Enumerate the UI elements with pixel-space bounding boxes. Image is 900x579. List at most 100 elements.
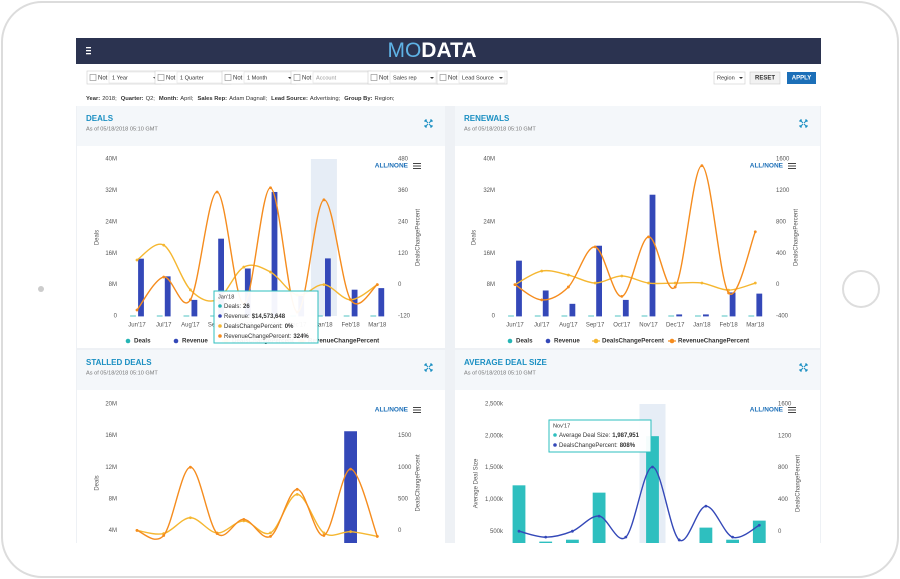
x-tick-label: Jul'17 xyxy=(156,323,172,329)
legend-label[interactable]: Deals xyxy=(134,338,151,345)
chart-area xyxy=(455,146,820,348)
tooltip-row-label: RevenueChangePercent: xyxy=(224,334,292,340)
summary-value: Advertising; xyxy=(310,96,341,102)
line xyxy=(136,466,378,540)
legend-label[interactable]: RevenueChangePercent xyxy=(308,338,379,345)
tooltip-row: DealsChangePercent: 0% xyxy=(224,324,294,330)
y-axis-title: Average Deal Size xyxy=(474,458,480,508)
all-none-toggle[interactable]: ALL/NONE xyxy=(750,407,784,414)
apply-button[interactable] xyxy=(787,72,816,84)
line-point xyxy=(753,230,757,234)
not-checkbox[interactable] xyxy=(157,74,165,81)
line-point xyxy=(135,308,139,312)
not-label: Not xyxy=(166,76,176,82)
legend-label[interactable]: RevenueChangePercent xyxy=(678,338,749,345)
legend-label[interactable]: Revenue xyxy=(554,338,580,345)
not-label: Not xyxy=(233,76,243,82)
expand-icon[interactable] xyxy=(424,363,433,372)
filter-select-value: Lead Source xyxy=(462,75,494,81)
y-tick-label: 32M xyxy=(105,188,117,194)
chart-menu-icon[interactable] xyxy=(788,407,796,413)
not-checkbox[interactable] xyxy=(89,74,97,81)
summary-value: Region; xyxy=(375,96,395,102)
line-point xyxy=(162,534,166,537)
y-tick-label: 24M xyxy=(105,219,117,225)
y-tick-label: 4M xyxy=(109,528,117,534)
summary-label: Group By: xyxy=(344,96,372,102)
x-tick-label: Jan'18 xyxy=(693,323,711,329)
legend-label[interactable]: Revenue xyxy=(182,338,208,345)
filter-select-value: 1 Month xyxy=(247,75,267,81)
line-point xyxy=(269,270,272,274)
region-value: Region xyxy=(717,75,735,81)
legend-label[interactable]: DealsChangePercent xyxy=(602,338,664,345)
x-tick-label: Feb'18 xyxy=(720,323,739,329)
line-point xyxy=(620,274,624,278)
panel-title: STALLED DEALS xyxy=(86,358,152,367)
filter-select-value: 1 Year xyxy=(112,75,128,81)
filter-select[interactable] xyxy=(458,71,506,84)
y2-tick-label: 360 xyxy=(398,188,409,194)
tooltip-dot xyxy=(553,443,557,447)
y2-tick-label: 1200 xyxy=(776,188,790,194)
panel-header-bg xyxy=(77,106,445,146)
y-tick-label: 12M xyxy=(105,465,117,471)
bar xyxy=(703,314,709,317)
summary-label: Year: xyxy=(86,96,100,102)
line-point xyxy=(242,517,246,521)
bar xyxy=(622,299,629,317)
line-point xyxy=(651,465,654,469)
not-checkbox[interactable] xyxy=(439,74,447,81)
summary-label: Month: xyxy=(159,96,178,102)
summary-label: Sales Rep: xyxy=(197,96,227,102)
panel-header-bg xyxy=(455,350,820,390)
caret xyxy=(430,77,434,79)
reset-label: RESET xyxy=(755,76,775,82)
bar xyxy=(699,527,713,543)
y2-tick-label: 240 xyxy=(398,219,409,225)
tooltip-row-label: Deals: xyxy=(224,304,241,310)
brand-data: DATA xyxy=(421,39,476,62)
panel: DEALS As of 05/18/2018 05:10 GMT ALL/NONE 0… xyxy=(77,106,445,348)
menu-icon[interactable] xyxy=(86,47,91,55)
y2-axis-title: DealsChangePercent xyxy=(794,209,800,266)
all-none-toggle[interactable]: ALL/NONE xyxy=(750,163,784,170)
line xyxy=(136,493,378,538)
region-select[interactable] xyxy=(713,71,746,85)
panels: DEALS As of 05/18/2018 05:10 GMT ALL/NONE 0… xyxy=(77,106,820,543)
chart-menu-icon[interactable] xyxy=(413,407,421,413)
y2-tick-label: 1000 xyxy=(398,465,412,471)
line-point xyxy=(269,531,272,535)
bar xyxy=(646,436,659,543)
y-tick-label: 20M xyxy=(105,402,117,408)
bar xyxy=(138,258,144,317)
expand-icon[interactable] xyxy=(799,363,808,372)
home-button[interactable] xyxy=(842,270,880,308)
not-checkbox[interactable] xyxy=(293,74,301,81)
y2-tick-label: 0 xyxy=(398,528,402,534)
summary-label: Quarter: xyxy=(121,96,144,102)
legend-label[interactable]: Deals xyxy=(516,338,533,345)
not-checkbox[interactable] xyxy=(224,74,232,81)
all-none-toggle[interactable]: ALL/NONE xyxy=(375,163,409,170)
filter-select[interactable] xyxy=(389,71,437,84)
line-point xyxy=(269,186,272,190)
expand-icon[interactable] xyxy=(424,119,433,128)
line-point xyxy=(215,190,219,194)
panel-asof: As of 05/18/2018 05:10 GMT xyxy=(464,126,536,132)
tooltip-row-value: $14,573,648 xyxy=(252,314,286,320)
line-point xyxy=(135,258,139,262)
line-point xyxy=(673,285,677,289)
expand-icon[interactable] xyxy=(799,119,808,128)
not-checkbox[interactable] xyxy=(370,74,378,81)
filters: Not 1 Year Not 1 Quarter Not 1 Month Not Accoun… xyxy=(86,70,816,85)
line-point xyxy=(704,504,708,508)
reset-button[interactable] xyxy=(749,71,781,85)
line-point xyxy=(727,291,730,295)
y2-tick-label: 500 xyxy=(398,496,409,502)
chart-menu-icon[interactable] xyxy=(788,163,796,169)
tooltip-title: Nov'17 xyxy=(553,423,570,429)
line-point xyxy=(567,285,570,289)
all-none-toggle[interactable]: ALL/NONE xyxy=(375,407,409,414)
chart-menu-icon[interactable] xyxy=(413,163,421,169)
